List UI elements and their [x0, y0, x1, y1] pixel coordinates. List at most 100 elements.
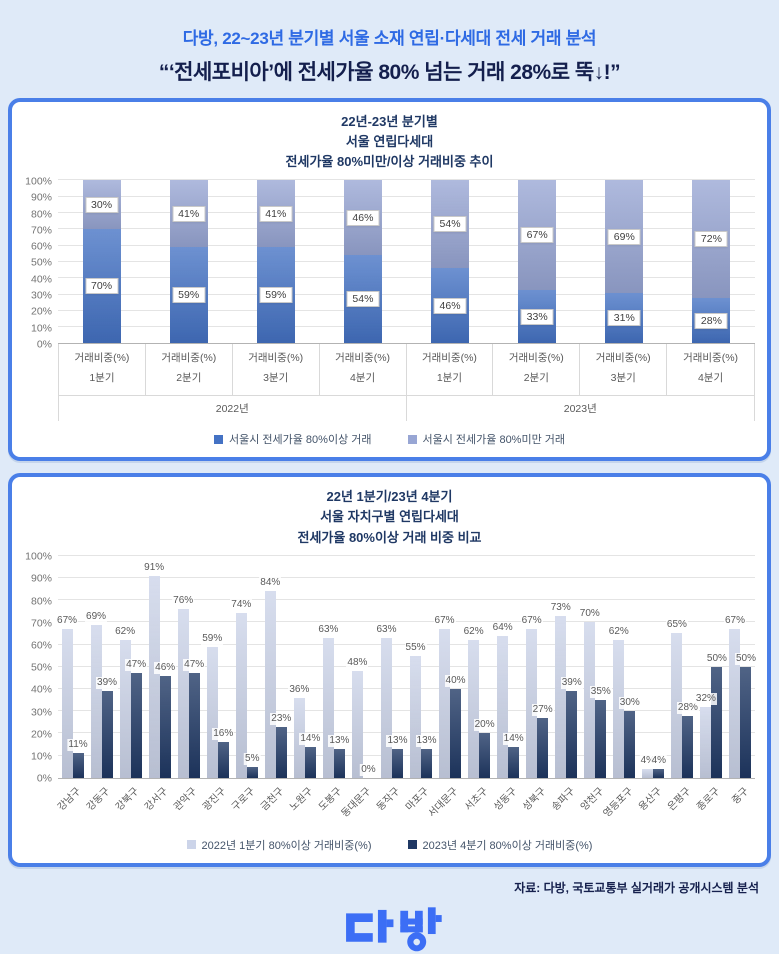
gridline — [58, 732, 755, 734]
gridline — [58, 710, 755, 712]
gridline — [58, 277, 755, 279]
data-label: 33% — [520, 308, 554, 325]
bar-2022q1 — [206, 646, 218, 778]
x-axis-sub-label: 거래비중(%) — [335, 352, 391, 365]
bar-slots: 70% 30% 59% 41% 59% 41% 54% 46% 46% 54% 33% 67% 31% 6… — [58, 180, 755, 344]
x-axis-quarter-cell: 거래비중(%) 2분기 — [146, 344, 233, 396]
data-label: 54% — [346, 291, 380, 308]
bar-2022q1 — [322, 637, 334, 778]
data-label: 16% — [212, 728, 235, 741]
bar-2022q1 — [439, 628, 451, 778]
data-label: 28% — [694, 312, 728, 329]
bar-2023q4 — [682, 715, 694, 778]
bar-slot: 28% 72% — [668, 180, 755, 344]
data-label: 27% — [531, 703, 554, 716]
bar-2023q4 — [711, 666, 723, 778]
chart-area: 0% 10% 20% 30% 40% 50% 60% 70% 80% 90% 100% 70% 30% 5… — [24, 176, 755, 349]
bar-2022q1 — [642, 768, 654, 778]
data-label: 59% — [259, 287, 293, 304]
x-axis-category-label: 성북구 — [520, 785, 548, 813]
data-label: 41% — [259, 205, 293, 222]
data-label: 73% — [549, 601, 572, 614]
x-axis-category-label: 관악구 — [171, 785, 200, 813]
chart-title-line: 서울 자치구별 연립다세대 — [320, 509, 459, 525]
gridline — [58, 621, 755, 623]
y-axis-tick-label: 90% — [30, 191, 52, 204]
chart-legend: 2022년 1분기 80%이상 거래비중(%) 2023년 4분기 80%이상 거… — [24, 837, 755, 853]
district-grouped-bar-chart: 0% 10% 20% 30% 40% 50% 60% 70% 80% 90% 100% 67% 11% 6… — [24, 551, 757, 853]
bar-slot: 46% 54% — [407, 180, 494, 344]
bar-slot: 33% 67% — [494, 180, 581, 344]
chart-title-line: 서울 연립다세대 — [345, 134, 434, 150]
bar-2022q1 — [351, 671, 363, 778]
data-label: 32% — [694, 692, 717, 705]
y-axis-tick-label: 10% — [30, 750, 52, 763]
x-axis-quarter-label: 1분기 — [436, 372, 463, 385]
bar-2022q1 — [729, 628, 741, 778]
district-comparison-chart-panel: 22년 1분기/23년 4분기 서울 자치구별 연립다세대 전세가율 80%이상 거… — [8, 473, 771, 867]
district-chart-title: 22년 1분기/23년 4분기 서울 자치구별 연립다세대 전세가율 80%이상 거… — [24, 487, 755, 547]
y-axis-tick-label: 50% — [30, 256, 52, 269]
legend-label: 2022년 1분기 80%이상 거래비중(%) — [201, 839, 372, 852]
bar-2023q4 — [304, 746, 316, 778]
data-label: 59% — [172, 287, 206, 304]
data-label: 84% — [259, 577, 282, 590]
gridline — [58, 754, 755, 756]
x-axis-category-label: 광진구 — [201, 785, 229, 813]
x-axis-sub-label: 거래비중(%) — [161, 352, 217, 365]
x-axis-table: 거래비중(%) 1분기 거래비중(%) 2분기 거래비중(%) 3분기 거래비중(%) 4분기… — [58, 344, 755, 422]
bar-2023q4 — [130, 673, 142, 778]
data-label: 23% — [270, 712, 293, 725]
legend-item: 서울시 전세가율 80%이상 거래 — [213, 431, 372, 447]
data-label: 30% — [618, 697, 641, 710]
y-axis-tick-label: 100% — [25, 550, 52, 563]
x-axis-category-label: 강동구 — [84, 785, 113, 813]
stacked-bar — [343, 180, 382, 344]
bar-2022q1 — [700, 706, 712, 778]
bar-slot: 31% 69% — [581, 180, 668, 344]
data-label: 31% — [607, 310, 641, 327]
data-label: 62% — [462, 626, 485, 639]
bar-slot: 70% 30% — [58, 180, 145, 344]
data-label: 4% — [650, 754, 668, 767]
gridline — [58, 326, 755, 328]
x-axis-sub-label: 거래비중(%) — [74, 352, 130, 365]
data-label: 62% — [114, 626, 137, 639]
x-axis-year-row: 2022년 2023년 — [59, 395, 754, 422]
data-label: 70% — [578, 608, 601, 621]
data-label: 69% — [85, 610, 108, 623]
data-label: 28% — [676, 701, 699, 714]
legend-swatch — [407, 840, 417, 850]
data-label: 41% — [172, 205, 206, 222]
data-label: 14% — [502, 732, 525, 745]
data-label: 72% — [694, 231, 728, 248]
x-axis-labels: 강남구 강동구 강북구 강서구 관악구 광진구 구로구 금천구 노원구 도봉구 동대문구 동작구 마포구… — [56, 779, 755, 827]
header: 다방, 22~23년 분기별 서울 소재 연립·다세대 전세 거래 분석 “‘전… — [0, 0, 779, 86]
bar-2022q1 — [119, 640, 131, 778]
data-label: 64% — [491, 621, 514, 634]
bar-2022q1 — [380, 637, 392, 778]
chart-title-line: 전세가율 80%이상 거래 비중 비교 — [297, 529, 482, 545]
gridline — [58, 665, 755, 667]
x-axis-quarter-cell: 거래비중(%) 1분기 — [59, 344, 146, 396]
gridline — [58, 244, 755, 246]
bar-2022q1 — [555, 615, 567, 778]
gridline — [58, 195, 755, 197]
bar-2023q4 — [566, 691, 578, 778]
x-axis-category-label: 종로구 — [694, 785, 723, 813]
bar-2023q4 — [72, 753, 84, 778]
data-label: 46% — [433, 297, 467, 314]
data-label: 13% — [415, 734, 438, 747]
chart-area: 0% 10% 20% 30% 40% 50% 60% 70% 80% 90% 100% 67% 11% 6… — [24, 551, 757, 783]
bar-2023q4 — [217, 742, 229, 778]
x-axis-category-label: 영등포구 — [601, 785, 635, 820]
data-label: 67% — [433, 614, 456, 627]
bar-slot: 59% 41% — [145, 180, 232, 344]
x-axis-category-label: 구로구 — [230, 785, 258, 813]
data-label: 39% — [96, 677, 119, 690]
x-axis-category-label: 동대문구 — [339, 785, 374, 820]
legend-swatch — [186, 840, 196, 850]
data-label: 54% — [433, 216, 467, 233]
y-axis-tick-label: 0% — [36, 338, 52, 351]
bar-2022q1 — [148, 575, 160, 778]
